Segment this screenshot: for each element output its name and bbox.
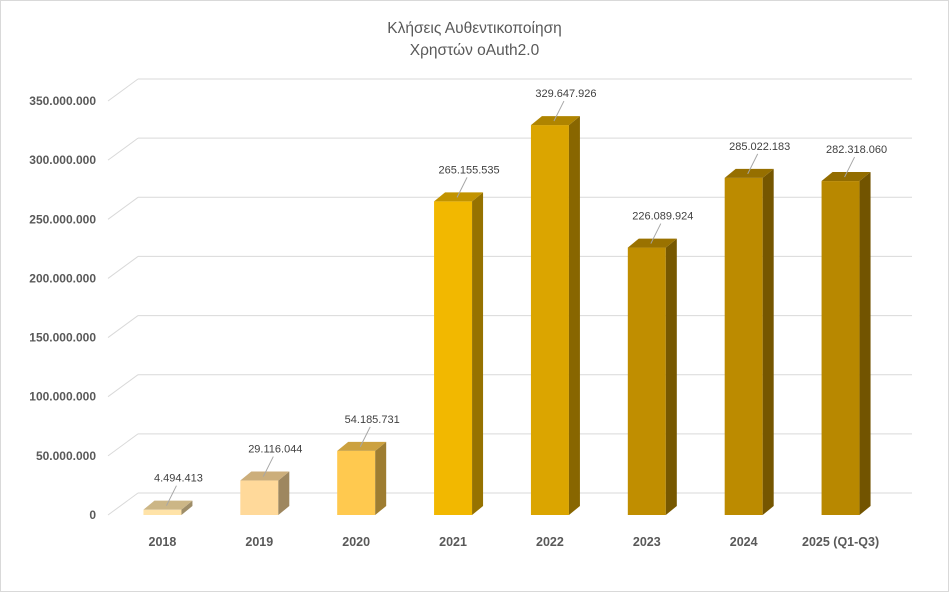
data-label: 54.185.731	[345, 414, 400, 426]
bar-side	[762, 168, 774, 515]
y-tick-label: 150.000.000	[29, 331, 96, 345]
data-label-leader	[553, 100, 565, 122]
data-label: 29.116.044	[248, 444, 302, 456]
x-tick-label: 2023	[633, 535, 661, 549]
data-label: 265.155.535	[438, 164, 499, 176]
gridline-side	[107, 315, 139, 338]
data-label: 282.318.060	[826, 144, 887, 156]
chart-title-line-1: Κλήσεις Αυθεντικοποίηση	[387, 20, 562, 37]
data-label: 329.647.926	[535, 88, 596, 100]
bar-top	[337, 441, 387, 451]
x-tick-label: 2022	[536, 535, 564, 549]
data-label-leader	[844, 156, 856, 178]
bar	[240, 480, 279, 515]
data-label-leader	[456, 177, 468, 198]
bar-top	[627, 238, 677, 248]
chart-title-line-2: Χρηστών oAuth2.0	[409, 42, 540, 59]
gridline-side	[107, 78, 139, 102]
x-tick-label: 2025 (Q1-Q3)	[802, 535, 879, 549]
bar	[337, 450, 376, 515]
y-tick-label: 100.000.000	[29, 390, 96, 404]
bar	[143, 509, 182, 515]
x-tick-label: 2024	[730, 535, 758, 549]
y-tick-label: 50.000.000	[36, 449, 96, 463]
gridline-side	[107, 196, 139, 220]
bar-side	[665, 238, 677, 515]
bar-top	[240, 471, 290, 481]
data-label-leader	[165, 485, 177, 506]
x-tick-label: 2019	[245, 535, 273, 549]
data-label-leader	[650, 223, 662, 244]
gridline-side	[107, 433, 139, 457]
bar	[434, 201, 473, 515]
chart-title: Κλήσεις Αυθεντικοποίηση Χρηστών oAuth2.0	[0, 18, 949, 62]
bar	[821, 181, 860, 516]
x-tick-label: 2021	[439, 535, 467, 549]
y-tick-label: 250.000.000	[29, 212, 96, 226]
y-tick-label: 200.000.000	[29, 271, 96, 285]
bar-top	[530, 116, 580, 126]
bar-top	[821, 172, 871, 182]
bar-top	[724, 168, 774, 178]
bar-side	[472, 192, 484, 515]
data-label-leader	[359, 426, 371, 448]
data-label-leader	[747, 153, 759, 175]
data-label-leader	[262, 456, 274, 477]
bar	[724, 177, 763, 515]
bar-side	[859, 172, 871, 516]
y-tick-label: 0	[89, 508, 96, 522]
bar-side	[568, 116, 580, 515]
data-label: 226.089.924	[632, 211, 693, 223]
gridline-side	[107, 256, 139, 279]
bar-top	[434, 192, 484, 202]
data-label: 285.022.183	[729, 141, 790, 153]
gridline-side	[107, 492, 139, 516]
x-tick-label: 2018	[149, 535, 177, 549]
y-tick-label: 350.000.000	[29, 94, 96, 108]
bar	[627, 247, 666, 515]
bar	[530, 125, 569, 515]
bar-side	[375, 441, 387, 515]
data-label: 4.494.413	[154, 473, 203, 485]
gridline-side	[107, 137, 139, 161]
bar-side	[278, 471, 290, 515]
bar-top	[143, 500, 193, 510]
gridline-side	[107, 374, 139, 398]
y-tick-label: 300.000.000	[29, 153, 96, 167]
bar-side	[181, 500, 193, 515]
x-tick-label: 2020	[342, 535, 370, 549]
